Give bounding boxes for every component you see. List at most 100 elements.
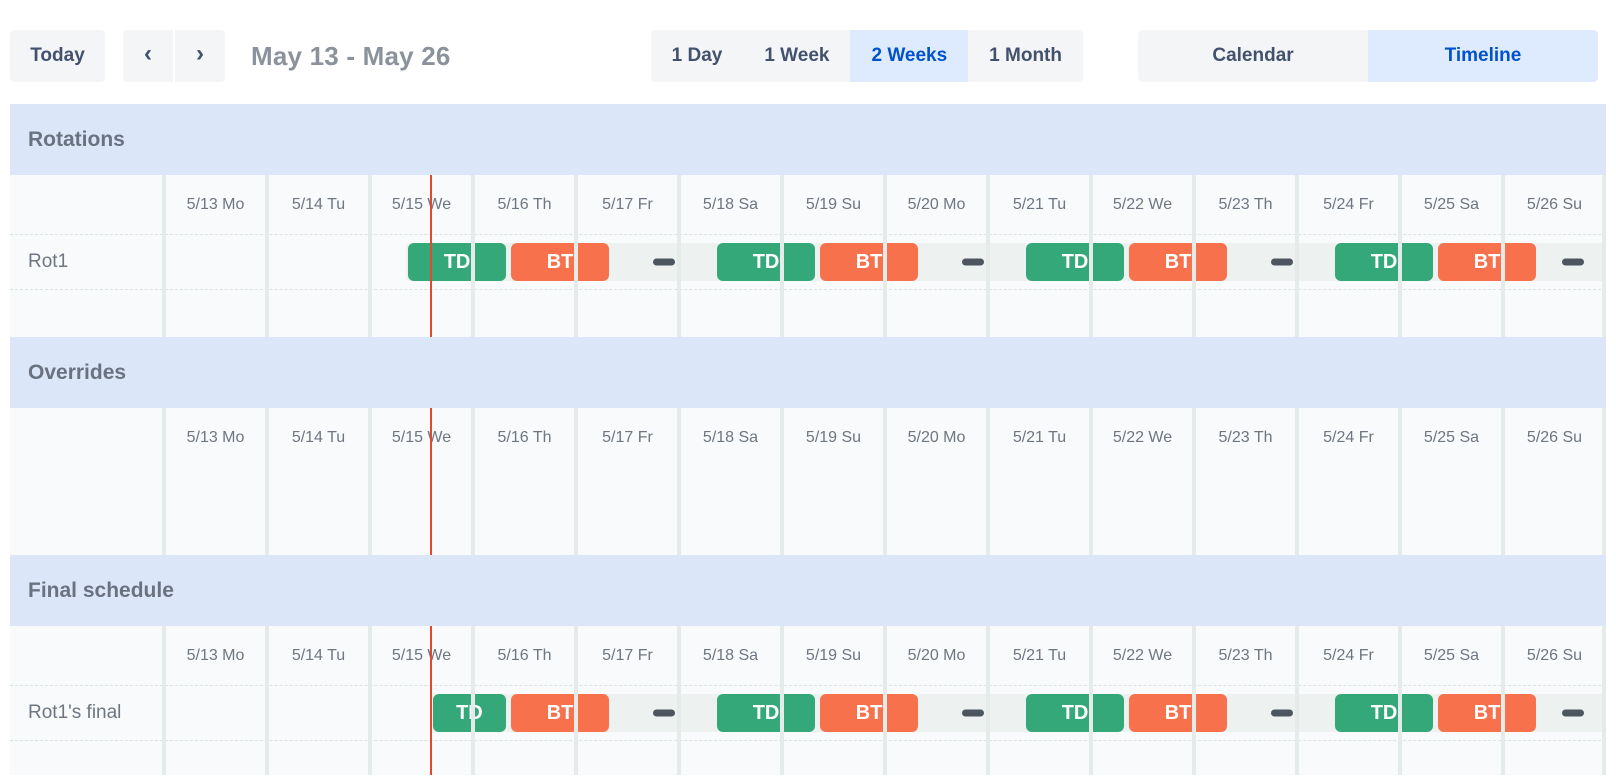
day-header-cell: 5/21 Tu xyxy=(1012,646,1067,664)
column-separator xyxy=(883,175,887,337)
day-header-cell: 5/24 Fr xyxy=(1323,195,1374,213)
shift-badge-td[interactable]: TD xyxy=(717,243,816,281)
column-separator xyxy=(780,626,784,775)
column-separator xyxy=(265,626,269,775)
day-header-cell: 5/23 Th xyxy=(1218,428,1273,446)
shift-badge-bt[interactable]: BT xyxy=(1129,694,1228,732)
day-header-cell: 5/13 Mo xyxy=(186,428,245,446)
column-separator xyxy=(1089,626,1093,775)
row-label-column xyxy=(10,408,164,467)
day-header-cell: 5/25 Sa xyxy=(1423,428,1480,446)
day-header-cell: 5/14 Tu xyxy=(291,428,346,446)
column-separator xyxy=(368,175,372,337)
day-header-cell: 5/18 Sa xyxy=(702,195,759,213)
gap-indicator xyxy=(1270,709,1293,717)
day-header-cell: 5/18 Sa xyxy=(702,428,759,446)
shift-badge-bt[interactable]: BT xyxy=(820,694,919,732)
column-separator xyxy=(1192,408,1196,555)
section-final-schedule: Final schedule 5/13 Mo 5/14 Tu 5/15 We 5/16… xyxy=(10,555,1606,775)
day-header-cell: 5/23 Th xyxy=(1218,195,1273,213)
column-separator xyxy=(677,408,681,555)
section-title: Final schedule xyxy=(28,578,174,602)
day-header-cell: 5/15 We xyxy=(391,428,452,446)
gap-indicator xyxy=(961,258,984,266)
prev-button[interactable]: ‹ xyxy=(123,30,173,82)
day-header-cell: 5/19 Su xyxy=(805,428,862,446)
column-separator xyxy=(1602,175,1606,337)
shift-badge-td[interactable]: TD xyxy=(1026,694,1125,732)
view-option-calendar[interactable]: Calendar xyxy=(1138,30,1368,82)
next-button[interactable]: › xyxy=(175,30,225,82)
day-header-cell: 5/15 We xyxy=(391,195,452,213)
row-label: Rot1's final xyxy=(28,702,122,723)
day-header-cell: 5/15 We xyxy=(391,646,452,664)
day-header-cell: 5/16 Th xyxy=(497,428,552,446)
zoom-option-1-week[interactable]: 1 Week xyxy=(743,30,851,82)
shift-badge-bt[interactable]: BT xyxy=(820,243,919,281)
zoom-option-1-month[interactable]: 1 Month xyxy=(968,30,1083,82)
column-separator xyxy=(1089,175,1093,337)
day-header-cell: 5/16 Th xyxy=(497,195,552,213)
column-separator xyxy=(162,175,166,337)
column-separator xyxy=(1192,175,1196,337)
shift-badge-td[interactable]: TD xyxy=(1335,243,1434,281)
final-schedule-grid: 5/13 Mo 5/14 Tu 5/15 We 5/16 Th 5/17 Fr 5/18 … xyxy=(10,626,1606,775)
day-header-cell: 5/23 Th xyxy=(1218,646,1273,664)
shift-badge-bt[interactable]: BT xyxy=(1438,694,1537,732)
day-header-cell: 5/25 Sa xyxy=(1423,195,1480,213)
column-separator xyxy=(471,408,475,555)
column-separator xyxy=(780,408,784,555)
today-button[interactable]: Today xyxy=(10,30,105,82)
day-header-cell: 5/20 Mo xyxy=(907,428,966,446)
day-header-cell: 5/16 Th xyxy=(497,646,552,664)
shift-badge-td[interactable]: TD xyxy=(408,243,507,281)
column-separator xyxy=(368,408,372,555)
view-option-timeline[interactable]: Timeline xyxy=(1368,30,1598,82)
column-separator xyxy=(265,408,269,555)
column-separator xyxy=(471,626,475,775)
overrides-empty-area xyxy=(10,467,1606,555)
chevron-left-icon: ‹ xyxy=(144,40,152,67)
rotations-grid: 5/13 Mo 5/14 Tu 5/15 We 5/16 Th 5/17 Fr 5/18 … xyxy=(10,175,1606,337)
column-separator xyxy=(1602,626,1606,775)
shift-badge-td[interactable]: TD xyxy=(1026,243,1125,281)
day-header-cell: 5/22 We xyxy=(1112,195,1173,213)
day-header-cell: 5/22 We xyxy=(1112,646,1173,664)
day-header-cell: 5/19 Su xyxy=(805,195,862,213)
shift-badge-td[interactable]: TD xyxy=(1335,694,1434,732)
row-label-column xyxy=(10,626,164,685)
day-header-cell: 5/14 Tu xyxy=(291,646,346,664)
column-separator xyxy=(1501,626,1505,775)
shift-badge-bt[interactable]: BT xyxy=(1129,243,1228,281)
row-day-area: TD BT TD BT TD BT TD BT xyxy=(164,686,1606,740)
shift-badge-bt[interactable]: BT xyxy=(511,243,610,281)
section-title: Rotations xyxy=(28,127,125,151)
current-time-indicator xyxy=(429,175,432,775)
shift-badge-bt[interactable]: BT xyxy=(511,694,610,732)
section-bottom-spacer xyxy=(10,290,1606,337)
column-separator xyxy=(162,626,166,775)
column-separator xyxy=(1398,626,1402,775)
date-header-row: 5/13 Mo 5/14 Tu 5/15 We 5/16 Th 5/17 Fr 5/18 … xyxy=(10,408,1606,467)
shift-badge-td[interactable]: TD xyxy=(432,694,507,732)
column-separator xyxy=(574,175,578,337)
day-header-cell: 5/13 Mo xyxy=(186,195,245,213)
gap-indicator xyxy=(652,258,675,266)
zoom-option-1-day[interactable]: 1 Day xyxy=(650,30,744,82)
shift-badge-td[interactable]: TD xyxy=(717,694,816,732)
day-header-cell: 5/21 Tu xyxy=(1012,428,1067,446)
column-separator xyxy=(1501,175,1505,337)
zoom-option-2-weeks[interactable]: 2 Weeks xyxy=(850,30,969,82)
day-header-cell: 5/17 Fr xyxy=(602,428,653,446)
column-separator xyxy=(883,626,887,775)
shift-badge-bt[interactable]: BT xyxy=(1438,243,1537,281)
schedule-row: Rot1's final TD BT TD BT TD BT TD BT xyxy=(10,685,1606,741)
date-header-row: 5/13 Mo 5/14 Tu 5/15 We 5/16 Th 5/17 Fr 5/18 … xyxy=(10,626,1606,685)
column-separator xyxy=(1398,175,1402,337)
column-separator xyxy=(883,408,887,555)
day-header-cell: 5/21 Tu xyxy=(1012,195,1067,213)
gap-indicator xyxy=(1270,258,1293,266)
section-header-rotations: Rotations xyxy=(10,104,1606,175)
section-header-overrides: Overrides xyxy=(10,337,1606,408)
column-separator xyxy=(368,626,372,775)
